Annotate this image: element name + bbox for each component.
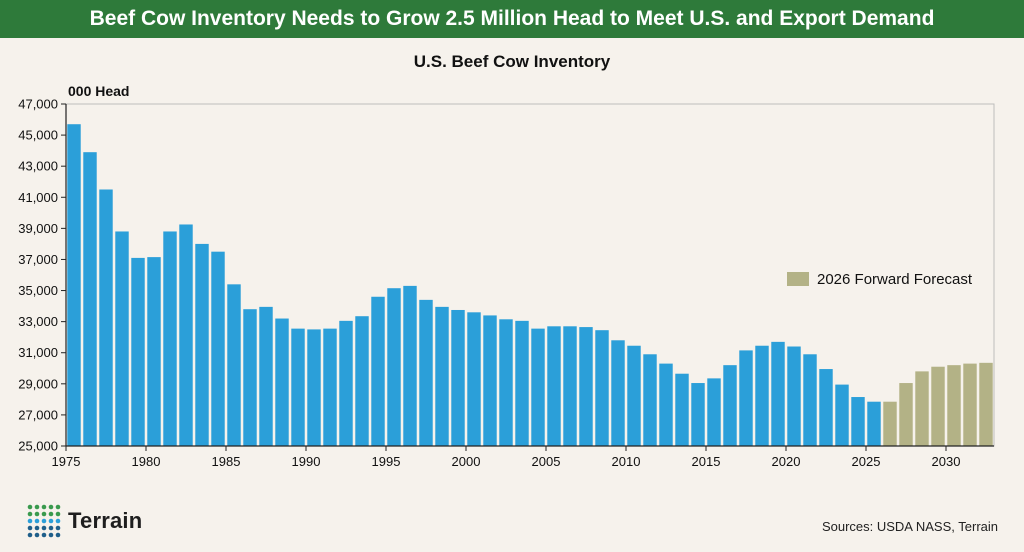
y-tick-label: 27,000 [18, 407, 58, 422]
historical-bar [803, 354, 817, 446]
historical-bar [755, 345, 769, 446]
historical-bar [867, 401, 881, 446]
historical-bar [99, 189, 113, 446]
y-tick-label: 33,000 [18, 314, 58, 329]
historical-bar [275, 318, 289, 446]
historical-bar [243, 309, 257, 446]
historical-bar [259, 306, 273, 446]
historical-bar [355, 316, 369, 446]
historical-bar [659, 363, 673, 446]
forecast-bar [899, 383, 913, 446]
y-tick-label: 41,000 [18, 190, 58, 205]
historical-bar [691, 383, 705, 446]
legend-swatch [787, 272, 809, 286]
historical-bar [291, 328, 305, 446]
x-tick-label: 2015 [692, 454, 721, 469]
historical-bar [115, 231, 129, 446]
y-tick-label: 35,000 [18, 283, 58, 298]
historical-bar [483, 315, 497, 446]
historical-bar [339, 320, 353, 446]
historical-bar [819, 369, 833, 446]
historical-bar [499, 319, 513, 446]
y-tick-label: 37,000 [18, 252, 58, 267]
historical-bar [563, 326, 577, 446]
historical-bar [467, 312, 481, 446]
y-tick-label: 47,000 [18, 97, 58, 112]
historical-bar [547, 326, 561, 446]
historical-bar [323, 328, 337, 446]
dot-grid-icon [27, 504, 61, 538]
chart-title: U.S. Beef Cow Inventory [413, 52, 611, 71]
historical-bar [851, 397, 865, 446]
y-tick-label: 45,000 [18, 128, 58, 143]
x-tick-label: 2030 [932, 454, 961, 469]
logo-text: Terrain [68, 508, 143, 533]
historical-bar [595, 330, 609, 446]
historical-bar [771, 341, 785, 446]
historical-bar [787, 346, 801, 446]
historical-bar [627, 345, 641, 446]
historical-bar [195, 243, 209, 446]
x-tick-label: 2010 [612, 454, 641, 469]
x-tick-label: 2020 [772, 454, 801, 469]
terrain-logo: Terrain [26, 503, 142, 539]
x-tick-label: 1975 [52, 454, 81, 469]
historical-bar [371, 296, 385, 446]
historical-bar [643, 354, 657, 446]
historical-bar [675, 373, 689, 446]
x-tick-label: 1995 [372, 454, 401, 469]
historical-bar [403, 285, 417, 446]
forecast-bar [931, 366, 945, 446]
forecast-bar [915, 371, 929, 446]
x-tick-label: 1985 [212, 454, 241, 469]
historical-bar [163, 231, 177, 446]
historical-bar [579, 327, 593, 446]
y-tick-label: 39,000 [18, 221, 58, 236]
y-tick-label: 25,000 [18, 439, 58, 454]
historical-bar [451, 309, 465, 446]
historical-bar [67, 124, 81, 447]
y-tick-label: 31,000 [18, 345, 58, 360]
historical-bar [611, 340, 625, 446]
historical-bar [419, 299, 433, 446]
header-banner: Beef Cow Inventory Needs to Grow 2.5 Mil… [0, 0, 1024, 38]
y-tick-label: 43,000 [18, 159, 58, 174]
x-tick-label: 2025 [852, 454, 881, 469]
historical-bar [83, 152, 97, 446]
forecast-bar [947, 365, 961, 446]
historical-bar [147, 257, 161, 446]
historical-bar [723, 365, 737, 446]
historical-bar [515, 320, 529, 446]
historical-bar [835, 384, 849, 446]
historical-bar [531, 328, 545, 446]
x-tick-label: 2000 [452, 454, 481, 469]
historical-bar [211, 251, 225, 446]
historical-bar [435, 306, 449, 446]
historical-bar [131, 257, 145, 446]
forecast-bar [883, 401, 897, 446]
historical-bar [227, 284, 241, 446]
historical-bar [179, 224, 193, 446]
forecast-bar [963, 363, 977, 446]
x-tick-label: 1990 [292, 454, 321, 469]
source-note: Sources: USDA NASS, Terrain [821, 519, 998, 534]
legend-label: 2026 Forward Forecast [817, 271, 973, 288]
x-tick-label: 2005 [532, 454, 561, 469]
historical-bar [387, 288, 401, 446]
y-tick-label: 29,000 [18, 376, 58, 391]
y-axis-label: 000 Head [68, 83, 129, 99]
historical-bar [739, 350, 753, 446]
historical-bar [307, 329, 321, 446]
forecast-bar [979, 362, 993, 446]
x-tick-label: 1980 [132, 454, 161, 469]
page-title: Beef Cow Inventory Needs to Grow 2.5 Mil… [89, 7, 935, 30]
historical-bar [707, 378, 721, 446]
